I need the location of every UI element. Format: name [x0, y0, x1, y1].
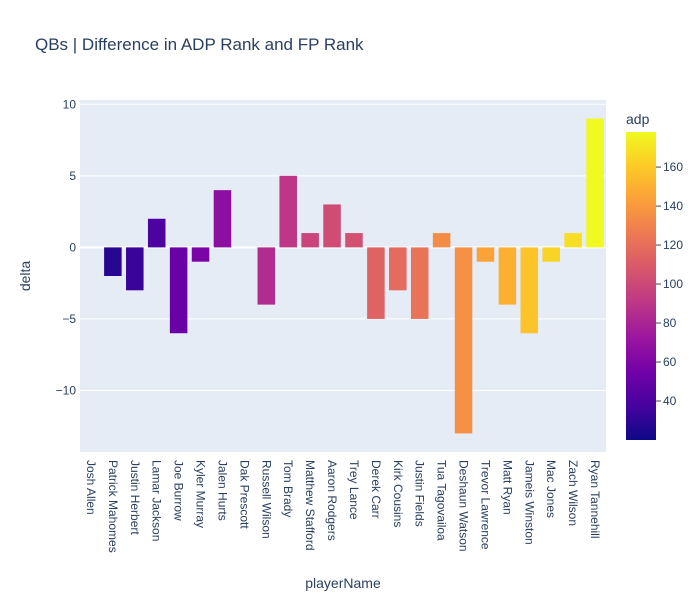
x-tick-label: Trey Lance — [347, 460, 361, 520]
x-tick-label: Josh Allen — [84, 460, 98, 515]
colorbar-title: adp — [626, 111, 650, 127]
x-tick-label: Ryan Tannehill — [588, 460, 602, 539]
bar — [520, 247, 539, 334]
y-tick-label: −10 — [56, 383, 77, 397]
bars — [104, 118, 604, 434]
x-tick-label: Mac Jones — [544, 460, 558, 518]
x-tick-label: Aaron Rodgers — [325, 460, 339, 541]
bar — [323, 204, 341, 248]
plot-area — [80, 100, 606, 452]
bar — [410, 247, 429, 319]
gridlines — [80, 103, 606, 391]
bar — [454, 247, 473, 434]
bar — [191, 247, 210, 262]
colorbar-tick-label: 100 — [663, 277, 683, 291]
x-tick-label: Deshaun Watson — [457, 460, 471, 552]
x-tick-label: Zach Wilson — [566, 460, 580, 526]
x-tick-label: Tom Brady — [281, 460, 295, 517]
x-tick-label: Trevor Lawrence — [478, 460, 492, 550]
x-tick-label: Lamar Jackson — [150, 460, 164, 541]
bar — [476, 247, 495, 262]
colorbar-tick-label: 80 — [663, 316, 677, 330]
bar — [367, 247, 385, 319]
bar — [432, 233, 451, 248]
colorbar-tick-label: 160 — [663, 160, 683, 174]
x-tick-label: Jameis Winston — [522, 460, 536, 545]
colorbar-tick-label: 120 — [663, 238, 683, 252]
x-tick-label: Matt Ryan — [500, 460, 514, 515]
colorbar-tick-label: 40 — [663, 394, 677, 408]
x-tick-label: Tua Tagovailoa — [435, 460, 449, 541]
bar — [126, 247, 144, 291]
bar — [345, 233, 363, 248]
y-tick-label: 0 — [69, 240, 76, 254]
bar — [564, 233, 582, 248]
x-tick-label: Dak Prescott — [237, 460, 251, 529]
bar — [279, 175, 297, 248]
y-tick-label: 5 — [69, 169, 76, 183]
bar — [147, 218, 166, 248]
x-tick-label: Jalen Hurts — [215, 460, 229, 521]
bar — [104, 247, 122, 276]
colorbar-tick-label: 60 — [663, 355, 677, 369]
colorbar — [626, 132, 656, 440]
x-tick-label: Justin Fields — [413, 460, 427, 527]
x-tick-label: Kyler Murray — [194, 460, 208, 528]
bar — [301, 233, 319, 248]
x-tick-label: Matthew Stafford — [303, 460, 317, 551]
bar — [542, 247, 560, 262]
x-tick-label: Joe Burrow — [172, 460, 186, 521]
bar — [213, 190, 232, 248]
bar — [498, 247, 517, 305]
x-tick-label: Russell Wilson — [259, 460, 273, 539]
colorbar-ticks: 40 60 80 100 120 140 160 — [656, 160, 683, 408]
bar — [257, 247, 276, 305]
x-axis-ticks: Josh Allen Patrick Mahomes Justin Herbert L… — [84, 460, 602, 553]
colorbar-tick-label: 140 — [663, 199, 683, 213]
x-tick-label: Justin Herbert — [128, 460, 142, 535]
x-tick-label: Derek Carr — [369, 460, 383, 519]
y-tick-label: 10 — [63, 97, 77, 111]
x-tick-label: Kirk Cousins — [391, 460, 405, 527]
x-tick-label: Patrick Mahomes — [106, 460, 120, 553]
y-tick-label: −5 — [62, 312, 76, 326]
bar — [586, 118, 604, 248]
x-axis-label: playerName — [305, 575, 381, 591]
y-axis-label: delta — [17, 261, 33, 292]
chart-title: QBs | Difference in ADP Rank and FP Rank — [35, 35, 364, 54]
y-axis-ticks: 10 5 0 −5 −10 — [56, 97, 77, 397]
bar — [169, 247, 188, 334]
bar — [389, 247, 407, 291]
